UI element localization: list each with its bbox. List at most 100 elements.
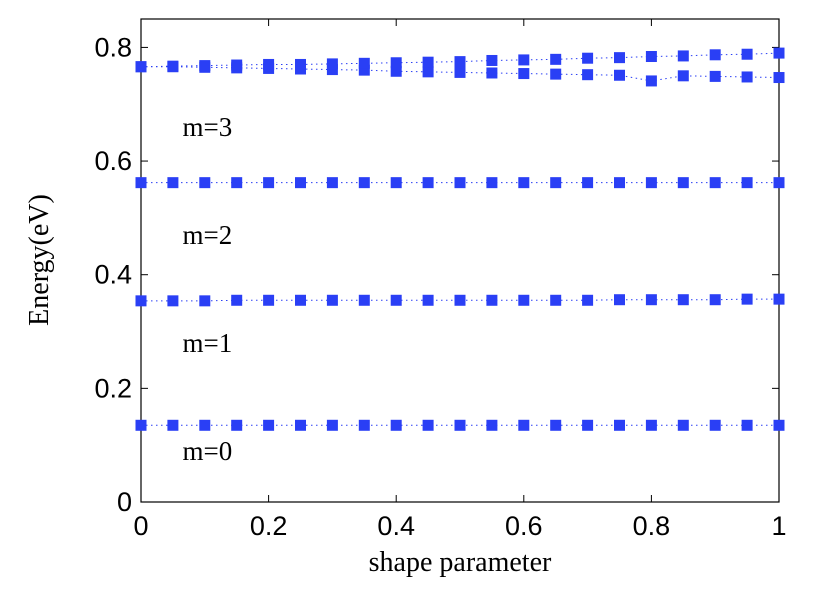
y-tick-label: 0.2 [94, 373, 132, 403]
data-point [231, 59, 243, 71]
x-tick-label: 0.2 [250, 511, 288, 541]
data-point [390, 177, 402, 189]
data-point [326, 294, 338, 306]
data-point [773, 47, 785, 59]
data-point [645, 75, 657, 87]
x-tick-label: 0.8 [633, 511, 671, 541]
data-point [390, 65, 402, 77]
data-point [454, 419, 466, 431]
annotation-label: m=2 [182, 220, 232, 250]
data-point [486, 294, 498, 306]
data-point [582, 52, 594, 64]
data-point [167, 419, 179, 431]
data-point [741, 293, 753, 305]
y-tick-label: 0.4 [94, 260, 132, 290]
data-point [518, 54, 530, 66]
data-point [295, 58, 306, 70]
data-point [486, 177, 498, 189]
data-point [358, 177, 370, 189]
data-point [486, 419, 498, 431]
data-point [550, 419, 562, 431]
data-point [582, 419, 594, 431]
data-point [199, 60, 211, 72]
data-point [231, 294, 243, 306]
data-point [263, 58, 275, 70]
data-point [454, 294, 466, 306]
data-point [390, 57, 402, 69]
data-point [295, 177, 306, 189]
data-point [518, 177, 530, 189]
data-point [582, 69, 594, 81]
series-line-3 [141, 66, 780, 82]
data-point [614, 419, 625, 431]
data-point [486, 54, 498, 66]
data-point [263, 294, 275, 306]
x-axis-label: shape parameter [369, 547, 552, 578]
data-point [422, 419, 434, 431]
data-point [295, 419, 306, 431]
data-point [167, 295, 179, 307]
data-point [614, 52, 625, 64]
data-point [486, 67, 498, 79]
data-point [231, 419, 243, 431]
data-point [773, 293, 785, 305]
data-point [422, 56, 434, 68]
data-point [550, 294, 562, 306]
x-tick-label: 0 [133, 511, 148, 541]
data-point [454, 56, 466, 68]
data-point [550, 68, 562, 80]
tick-labels: 0 0.2 0.4 0.6 0.8 1 0 0.2 0.4 0.6 0.8 [94, 32, 786, 541]
data-point [550, 53, 562, 65]
data-point [741, 71, 753, 83]
y-tick-label: 0.6 [94, 146, 132, 176]
data-point [677, 50, 689, 62]
data-point [741, 177, 753, 189]
data-point [199, 177, 211, 189]
annotations: m=0 m=1 m=2 m=3 [182, 112, 232, 466]
data-point [773, 177, 785, 189]
data-point [135, 177, 147, 189]
data-point [135, 61, 147, 73]
series-lines [140, 52, 780, 426]
data-point [677, 419, 689, 431]
data-point [422, 294, 434, 306]
data-point [709, 177, 721, 189]
data-point [199, 419, 211, 431]
series-points [135, 47, 785, 431]
data-point [645, 294, 657, 306]
data-point [167, 177, 179, 189]
data-point [677, 70, 689, 82]
data-point [422, 177, 434, 189]
data-point [582, 177, 594, 189]
x-tick-label: 0.6 [505, 511, 543, 541]
data-point [199, 295, 211, 307]
data-point [741, 48, 753, 60]
y-tick-label: 0.8 [94, 32, 132, 62]
data-point [614, 69, 625, 81]
data-point [358, 57, 370, 69]
data-point [709, 294, 721, 306]
annotation-label: m=0 [182, 436, 232, 466]
data-point [454, 66, 466, 78]
x-tick-label: 0.4 [377, 511, 415, 541]
data-point [263, 419, 275, 431]
annotation-label: m=3 [182, 112, 232, 142]
data-point [614, 177, 625, 189]
data-point [422, 66, 434, 78]
data-point [518, 68, 530, 80]
data-point [518, 419, 530, 431]
y-tick-label: 0 [117, 487, 132, 517]
data-point [709, 419, 721, 431]
data-point [358, 64, 370, 76]
data-point [741, 419, 753, 431]
data-point [390, 419, 402, 431]
data-point [645, 51, 657, 63]
data-point [231, 177, 243, 189]
data-point [709, 70, 721, 82]
x-tick-label: 1 [771, 511, 786, 541]
data-point [263, 177, 275, 189]
data-point [550, 177, 562, 189]
data-point [677, 294, 689, 306]
series-line-1 [141, 298, 779, 302]
data-point [645, 419, 657, 431]
